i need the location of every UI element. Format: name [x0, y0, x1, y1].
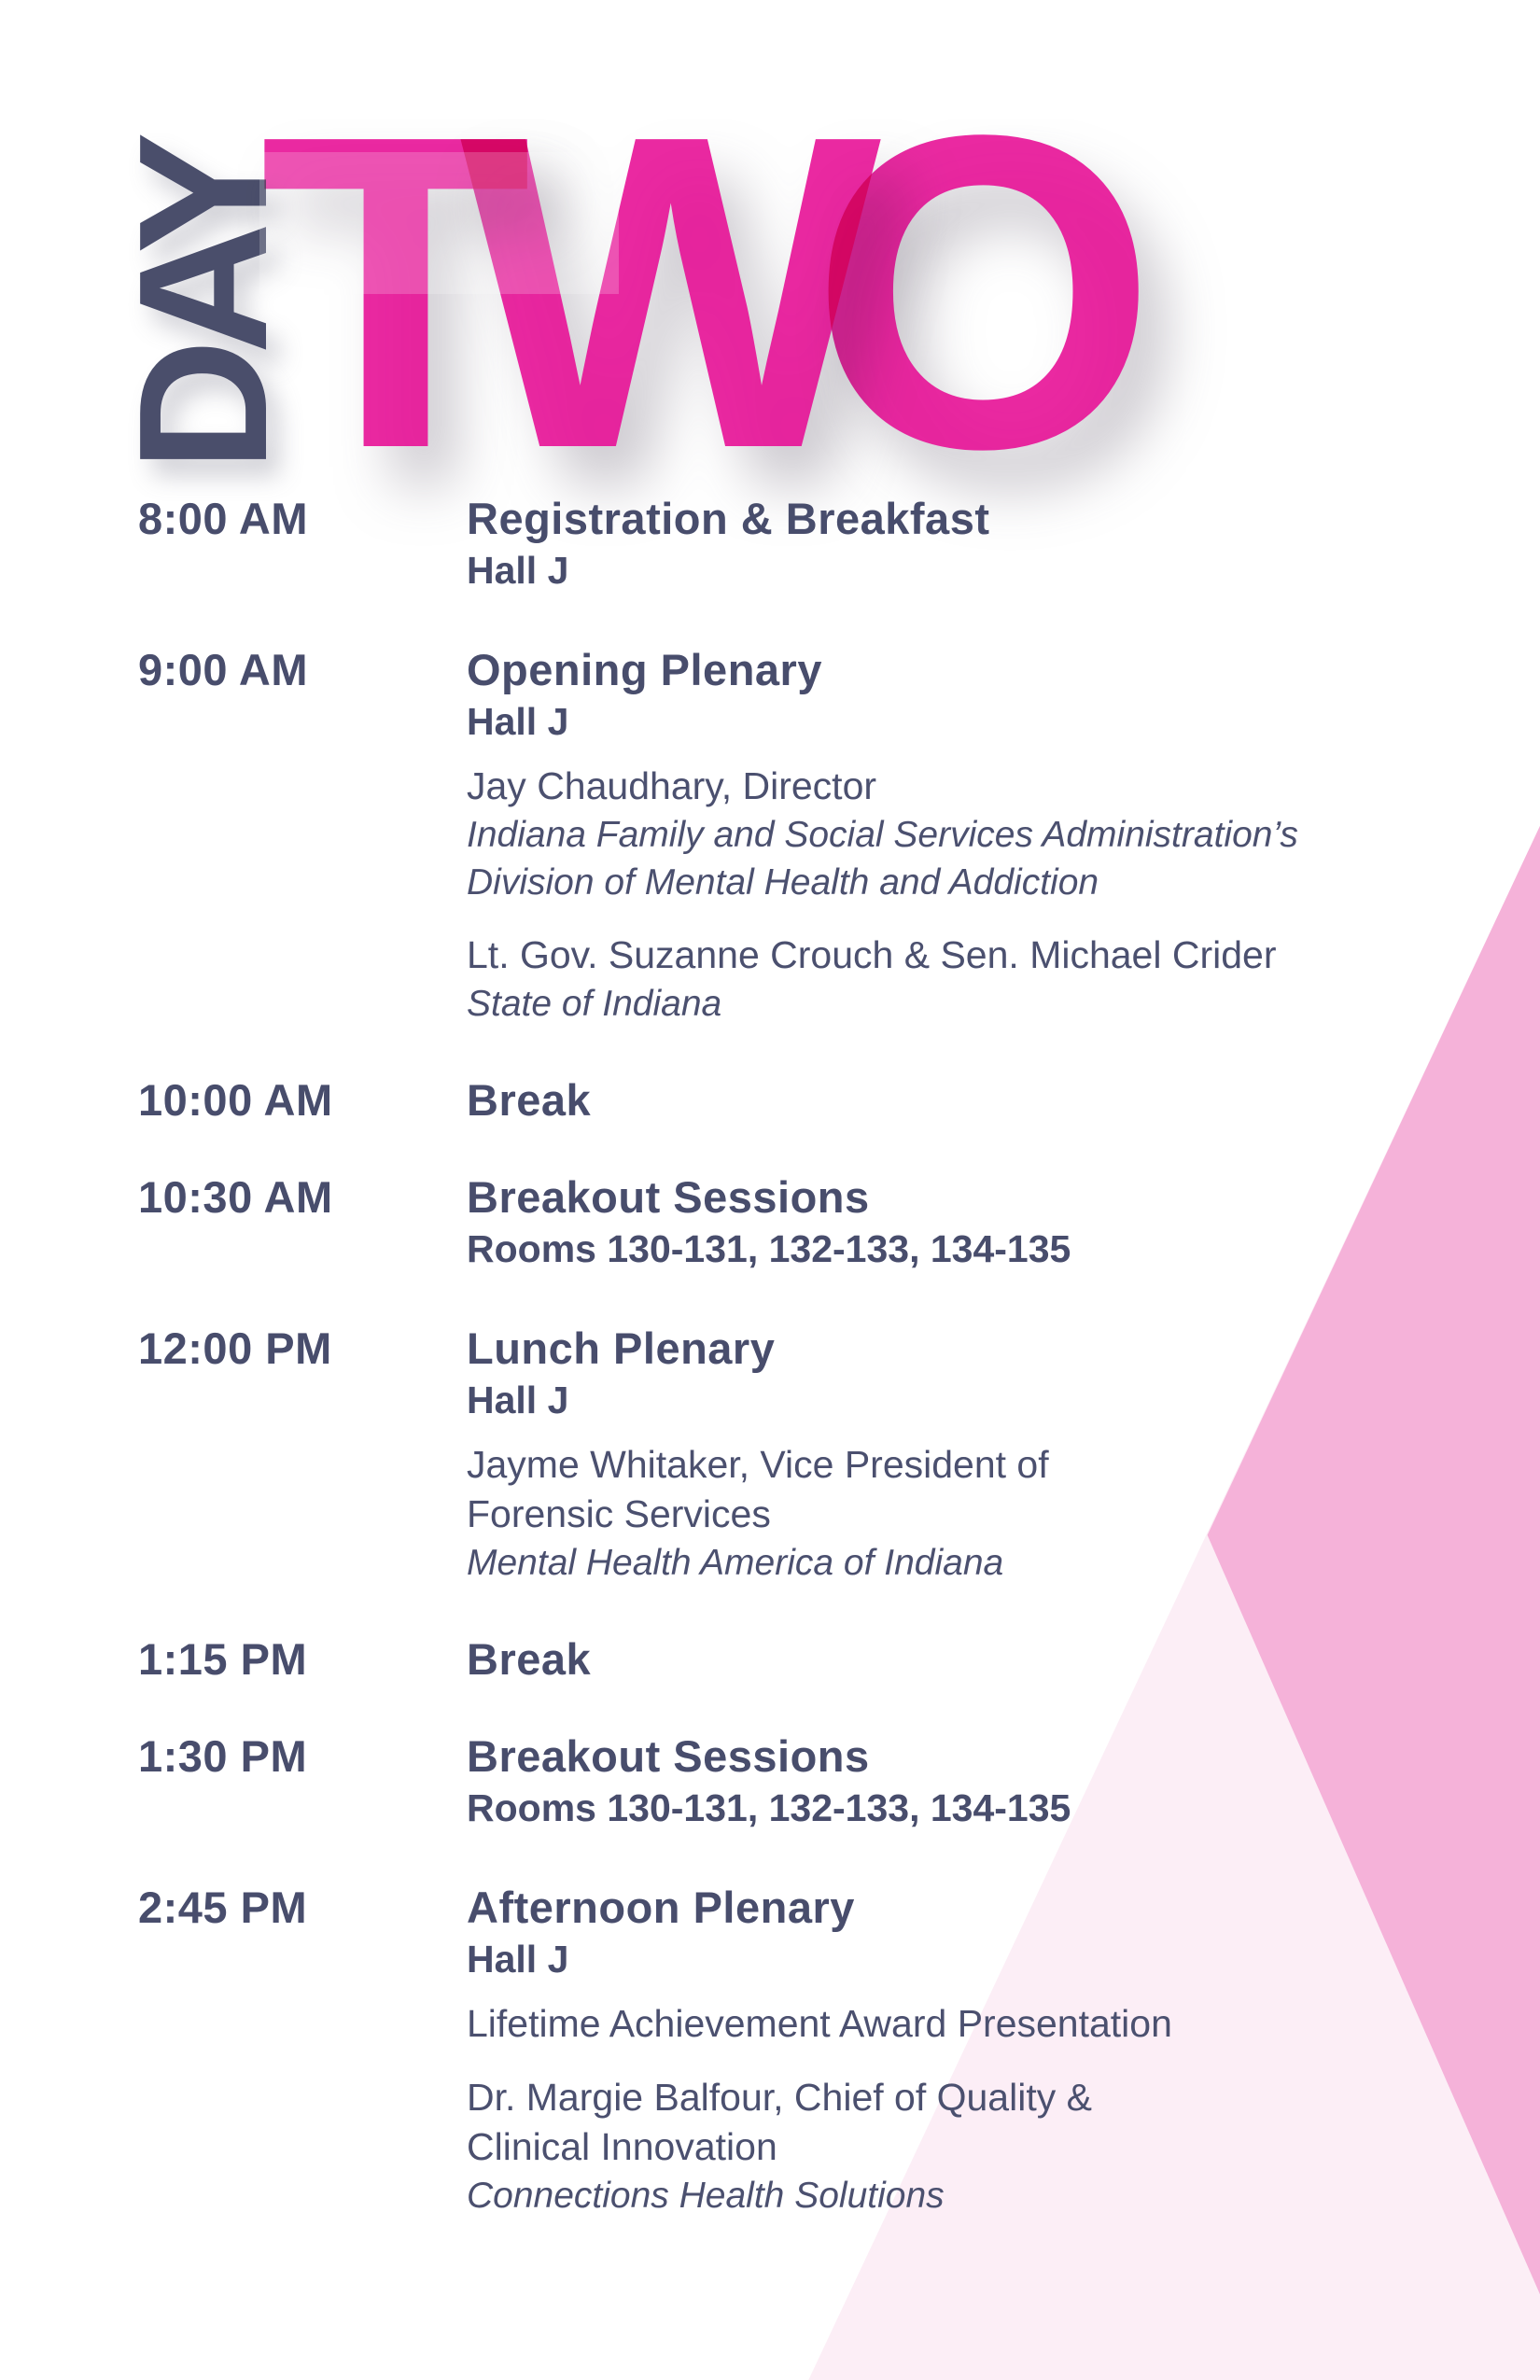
session-organization: State of Indiana	[467, 984, 722, 1024]
session-speaker: Jayme Whitaker, Vice President of	[467, 1443, 1049, 1486]
session-title: Afternoon Plenary	[467, 1883, 855, 1932]
schedule-row: 8:00 AM Registration & Breakfast Hall J	[138, 495, 1407, 597]
session-time: 2:45 PM	[138, 1883, 308, 1932]
session-location: Rooms 130-131, 132-133, 134-135	[467, 1227, 1071, 1270]
session-title: Breakout Sessions	[467, 1172, 870, 1222]
t-highlight-overlay	[259, 152, 619, 294]
schedule-row: 9:00 AM Opening Plenary Hall J Jay Chaudhar…	[138, 646, 1407, 1028]
schedule-row: 2:45 PM Afternoon Plenary Hall J Lifetime A…	[138, 1883, 1407, 2219]
session-title: Lunch Plenary	[467, 1323, 776, 1373]
session-time: 10:30 AM	[138, 1172, 333, 1222]
session-time: 10:00 AM	[138, 1075, 333, 1125]
session-title: Registration & Breakfast	[467, 494, 990, 543]
schedule-row: 12:00 PM Lunch Plenary Hall J Jayme Whitake…	[138, 1324, 1407, 1587]
schedule-row: 1:15 PM Break	[138, 1635, 1407, 1684]
session-time: 1:30 PM	[138, 1731, 308, 1781]
session-speaker: Forensic Services	[467, 1492, 771, 1535]
session-organization: Division of Mental Health and Addiction	[467, 862, 1099, 903]
day-two-letter-w: W	[460, 43, 882, 541]
session-location: Hall J	[467, 549, 569, 592]
session-title: Opening Plenary	[467, 645, 822, 694]
session-time: 8:00 AM	[138, 494, 308, 543]
session-body: Breakout Sessions Rooms 130-131, 132-133,…	[467, 1173, 1407, 1276]
session-speaker: Jay Chaudhary, Director	[467, 764, 877, 807]
session-speaker: Lt. Gov. Suzanne Crouch & Sen. Michael C…	[467, 933, 1277, 976]
session-body: Afternoon Plenary Hall J Lifetime Achievem…	[467, 1883, 1407, 2219]
session-spacer	[467, 906, 1407, 931]
schedule-list: 8:00 AM Registration & Breakfast Hall J 9:0…	[138, 495, 1407, 2268]
schedule-row: 1:30 PM Breakout Sessions Rooms 130-131, 1…	[138, 1732, 1407, 1835]
session-speaker: Dr. Margie Balfour, Chief of Quality &	[467, 2076, 1092, 2119]
session-body: Break	[467, 1635, 1407, 1684]
session-location: Hall J	[467, 700, 569, 743]
session-body: Registration & Breakfast Hall J	[467, 495, 1407, 597]
session-time: 12:00 PM	[138, 1323, 332, 1373]
session-organization: Connections Health Solutions	[467, 2176, 945, 2216]
session-spacer	[467, 2049, 1407, 2073]
session-body: Breakout Sessions Rooms 130-131, 132-133,…	[467, 1732, 1407, 1835]
session-location: Rooms 130-131, 132-133, 134-135	[467, 1786, 1071, 1829]
session-organization: Mental Health America of Indiana	[467, 1543, 1004, 1583]
session-speaker: Lifetime Achievement Award Presentation	[467, 2002, 1172, 2045]
day-two-letter-t: T	[259, 43, 532, 541]
session-title: Break	[467, 1634, 592, 1684]
session-organization: Indiana Family and Social Services Admin…	[467, 815, 1298, 855]
day-word-vertical: DAY	[101, 147, 305, 471]
session-time: 9:00 AM	[138, 645, 308, 694]
session-body: Break	[467, 1076, 1407, 1125]
session-time: 1:15 PM	[138, 1634, 308, 1684]
session-location: Hall J	[467, 1938, 569, 1981]
day-two-letter-o: O	[810, 43, 1157, 541]
session-body: Lunch Plenary Hall J Jayme Whitaker, Vice …	[467, 1324, 1407, 1587]
session-title: Breakout Sessions	[467, 1731, 870, 1781]
schedule-row: 10:30 AM Breakout Sessions Rooms 130-131, …	[138, 1173, 1407, 1276]
session-speaker: Clinical Innovation	[467, 2125, 777, 2168]
schedule-row: 10:00 AM Break	[138, 1076, 1407, 1125]
session-title: Break	[467, 1075, 592, 1125]
session-body: Opening Plenary Hall J Jay Chaudhary, Dire…	[467, 646, 1407, 1028]
day-number-two: T W O	[259, 68, 1193, 516]
session-location: Hall J	[467, 1379, 569, 1421]
